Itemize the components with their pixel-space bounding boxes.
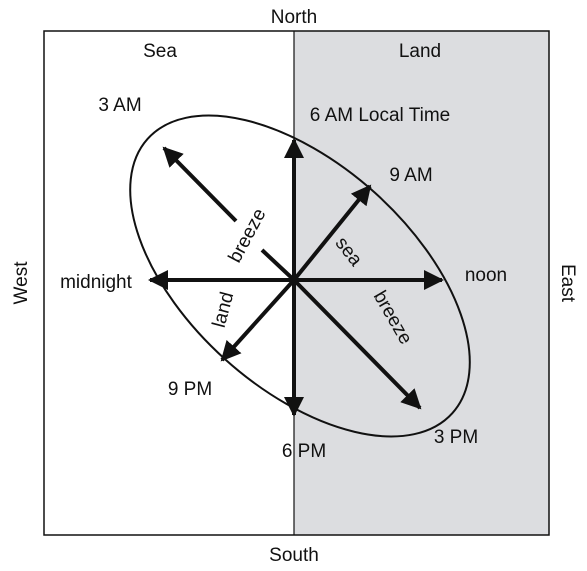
north-label: North <box>271 7 317 28</box>
sea-label: Sea <box>143 41 177 62</box>
time-label: 3 PM <box>434 427 478 448</box>
arrow-3pm <box>292 278 422 410</box>
arrow-9pm <box>220 278 296 362</box>
west-label: West <box>11 261 32 305</box>
time-label: 9 PM <box>168 379 212 400</box>
breeze-label: land <box>209 290 239 330</box>
land-area <box>294 31 549 535</box>
time-label: noon <box>465 265 507 286</box>
land-label: Land <box>399 41 441 62</box>
east-label: East <box>557 264 578 303</box>
time-label: 6 PM <box>282 441 326 462</box>
time-label: 6 AM Local Time <box>310 105 450 126</box>
arrow-3am <box>162 146 238 223</box>
time-label: midnight <box>60 272 133 293</box>
arrow-9am <box>292 184 372 282</box>
south-label: South <box>269 545 319 566</box>
time-label: 9 AM <box>389 165 432 186</box>
time-label: 3 AM <box>98 95 141 116</box>
frame <box>43 30 550 536</box>
arrow-3am-base <box>260 248 296 282</box>
arrows <box>148 138 444 417</box>
